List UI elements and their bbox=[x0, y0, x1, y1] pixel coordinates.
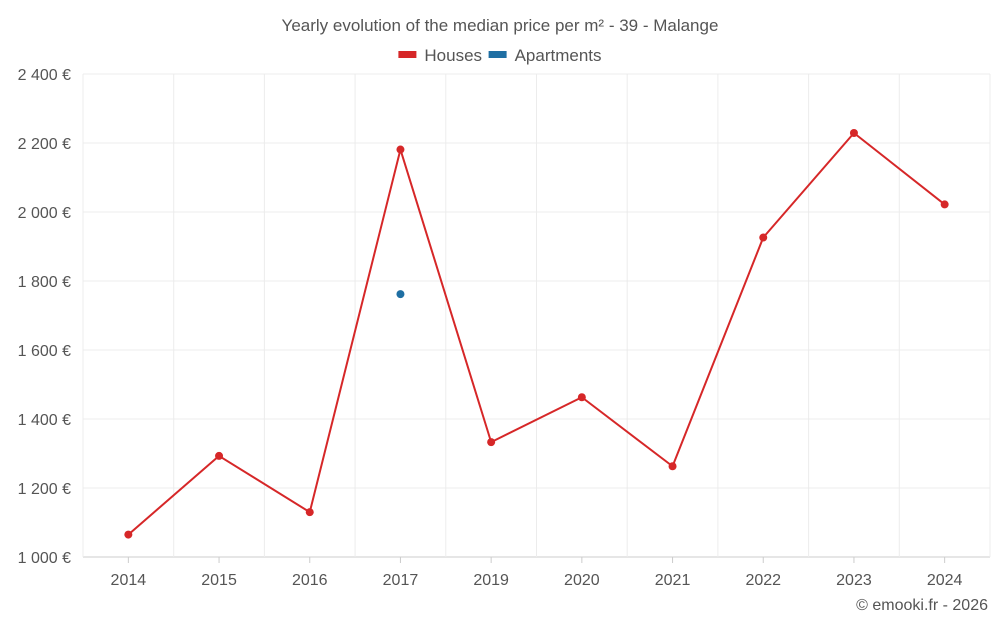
y-tick-label: 1 800 € bbox=[18, 274, 71, 291]
legend-label-apartments: Apartments bbox=[515, 46, 602, 65]
data-point-houses bbox=[124, 530, 133, 539]
x-tick-label: 2024 bbox=[927, 572, 963, 589]
series-layer bbox=[124, 128, 949, 539]
y-axis: 1 000 € 1 200 € 1 400 € 1 600 € 1 800 € 2 000… bbox=[18, 67, 71, 567]
data-point-houses bbox=[759, 233, 768, 242]
chart-title: Yearly evolution of the median price per… bbox=[282, 16, 719, 35]
data-point-houses bbox=[215, 451, 224, 460]
legend: Houses Apartments bbox=[398, 46, 602, 65]
y-tick-label: 1 000 € bbox=[18, 550, 71, 567]
grid bbox=[82, 73, 991, 558]
y-tick-label: 2 400 € bbox=[18, 67, 71, 84]
data-point-houses bbox=[849, 128, 858, 137]
data-point-houses bbox=[396, 145, 405, 154]
data-point-houses bbox=[305, 508, 314, 517]
legend-item-apartments: Apartments bbox=[488, 46, 602, 65]
legend-swatch-apartments bbox=[488, 51, 507, 58]
y-tick-label: 1 200 € bbox=[18, 481, 71, 498]
x-tick-label: 2021 bbox=[655, 572, 691, 589]
x-axis: 2014 2015 2016 2017 2019 2020 2021 2022 2023 2024 bbox=[111, 557, 963, 589]
series-apartments bbox=[396, 290, 405, 299]
x-tick-label: 2019 bbox=[473, 572, 509, 589]
data-point-houses bbox=[668, 462, 677, 471]
data-point-apartments bbox=[396, 290, 405, 299]
legend-item-houses: Houses bbox=[398, 46, 482, 65]
data-point-houses bbox=[940, 200, 949, 209]
data-point-houses bbox=[577, 393, 586, 402]
x-tick-label: 2014 bbox=[111, 572, 147, 589]
x-tick-label: 2023 bbox=[836, 572, 872, 589]
data-point-houses bbox=[487, 438, 496, 447]
x-tick-label: 2020 bbox=[564, 572, 600, 589]
y-tick-label: 1 600 € bbox=[18, 343, 71, 360]
legend-swatch-houses bbox=[398, 51, 417, 58]
series-houses bbox=[124, 128, 949, 539]
legend-label-houses: Houses bbox=[424, 46, 482, 65]
credit-text: © emooki.fr - 2026 bbox=[856, 597, 988, 614]
x-tick-label: 2016 bbox=[292, 572, 328, 589]
y-tick-label: 2 000 € bbox=[18, 205, 71, 222]
x-tick-label: 2015 bbox=[201, 572, 237, 589]
series-line-houses bbox=[127, 131, 946, 536]
x-tick-label: 2022 bbox=[745, 572, 781, 589]
x-tick-label: 2017 bbox=[383, 572, 419, 589]
y-tick-label: 1 400 € bbox=[18, 412, 71, 429]
y-tick-label: 2 200 € bbox=[18, 136, 71, 153]
